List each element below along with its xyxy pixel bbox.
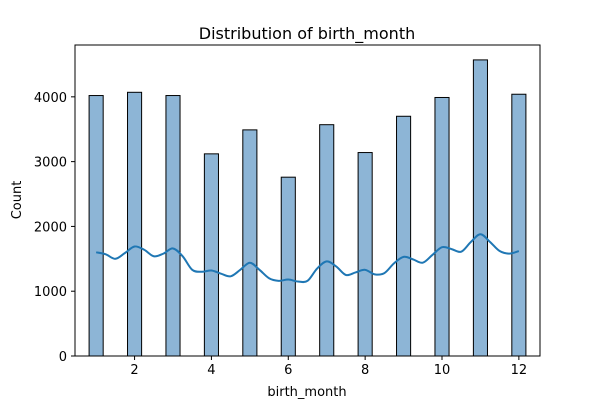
- y-tick-label: 1000: [34, 285, 67, 300]
- bar-month-4: [203, 153, 219, 357]
- bar-month-1: [88, 95, 104, 357]
- y-tick-label: 4000: [34, 91, 67, 106]
- plot-frame: [74, 44, 541, 357]
- bar-month-8: [357, 152, 373, 357]
- x-tick-label: 8: [361, 363, 369, 378]
- y-axis-label: Count: [10, 181, 25, 220]
- x-axis-ticks: 2 4 6 8 10 12: [130, 356, 527, 378]
- y-tick-label: 0: [59, 350, 67, 365]
- bar-month-2: [127, 91, 143, 357]
- x-tick-label: 6: [284, 363, 292, 378]
- x-axis-label: birth_month: [267, 385, 346, 400]
- bar-month-12: [511, 93, 527, 357]
- bar-month-9: [396, 115, 412, 357]
- kde-layer: [95, 233, 520, 284]
- x-tick-label: 12: [511, 363, 528, 378]
- x-tick-label: 10: [434, 363, 451, 378]
- y-tick-label: 3000: [34, 156, 67, 171]
- bar-month-10: [434, 96, 450, 357]
- y-axis-ticks: 0 1000 2000 3000 4000: [34, 91, 75, 365]
- bar-month-11: [472, 59, 488, 357]
- kde-line: [95, 233, 520, 284]
- y-tick-label: 2000: [34, 220, 67, 235]
- chart-title: Distribution of birth_month: [199, 24, 415, 44]
- x-tick-label: 4: [207, 363, 215, 378]
- bar-month-6: [280, 176, 296, 357]
- x-tick-label: 2: [130, 363, 138, 378]
- bar-month-5: [242, 129, 258, 357]
- bar-month-3: [165, 95, 181, 357]
- bar-month-7: [319, 124, 335, 357]
